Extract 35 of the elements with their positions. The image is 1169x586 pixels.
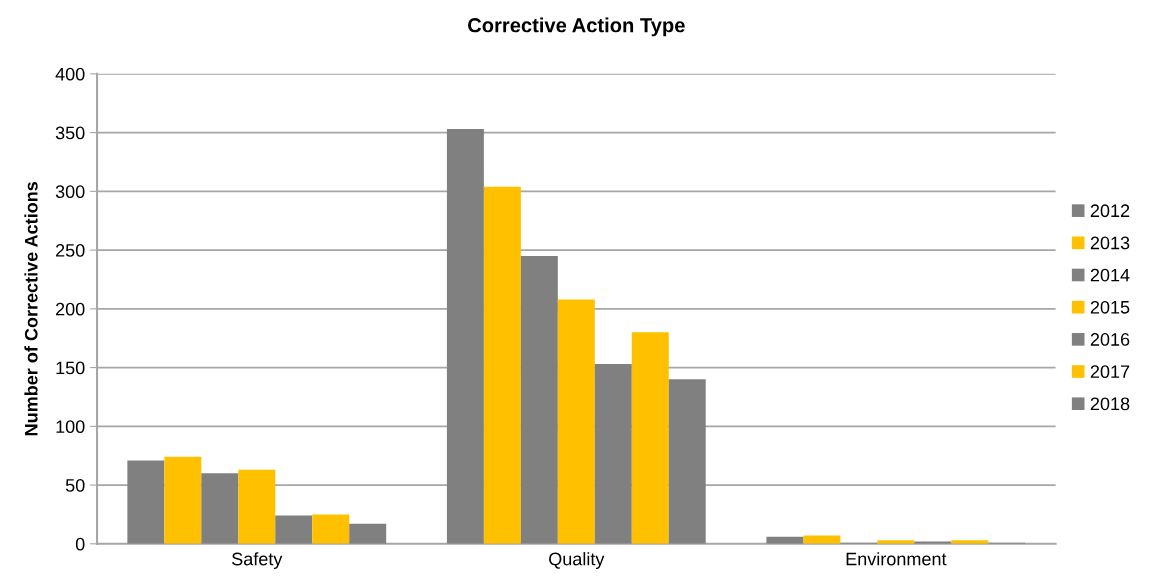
legend-label: 2018 — [1090, 397, 1130, 411]
bar — [668, 379, 706, 544]
bar — [446, 129, 484, 544]
x-tick-label: Safety — [232, 552, 283, 569]
legend-label: 2014 — [1090, 268, 1130, 282]
legend-label: 2016 — [1090, 333, 1130, 346]
bar — [275, 515, 313, 544]
y-axis-title: Number of Corrective Actions — [24, 181, 38, 436]
legend-label: 2017 — [1090, 365, 1130, 379]
y-tick-label: 400 — [55, 67, 85, 81]
x-tick-label: Environment — [846, 552, 947, 566]
bar — [238, 469, 276, 544]
bar — [312, 514, 350, 544]
bar — [349, 523, 387, 544]
legend-label: 2012 — [1090, 204, 1130, 218]
y-tick-label: 350 — [55, 126, 85, 140]
chart-title: Corrective Action Type — [468, 17, 685, 37]
bar — [483, 186, 521, 544]
x-tick-label: Quality — [549, 552, 605, 569]
y-tick-label: 150 — [56, 361, 85, 375]
bar — [631, 332, 669, 544]
bar — [201, 473, 239, 544]
bar — [127, 460, 165, 544]
y-tick-label: 50 — [65, 479, 85, 492]
legend-label: 2015 — [1090, 300, 1130, 314]
y-tick-label: 250 — [56, 244, 85, 257]
bar — [557, 299, 595, 544]
bar — [520, 255, 558, 544]
y-tick-label: 100 — [56, 420, 85, 434]
bar — [164, 456, 202, 544]
y-tick-label: 200 — [56, 302, 85, 316]
bar — [594, 364, 632, 544]
legend-label: 2013 — [1090, 236, 1130, 250]
y-tick-label: 0 — [75, 537, 85, 551]
y-tick-label: 300 — [55, 185, 85, 199]
